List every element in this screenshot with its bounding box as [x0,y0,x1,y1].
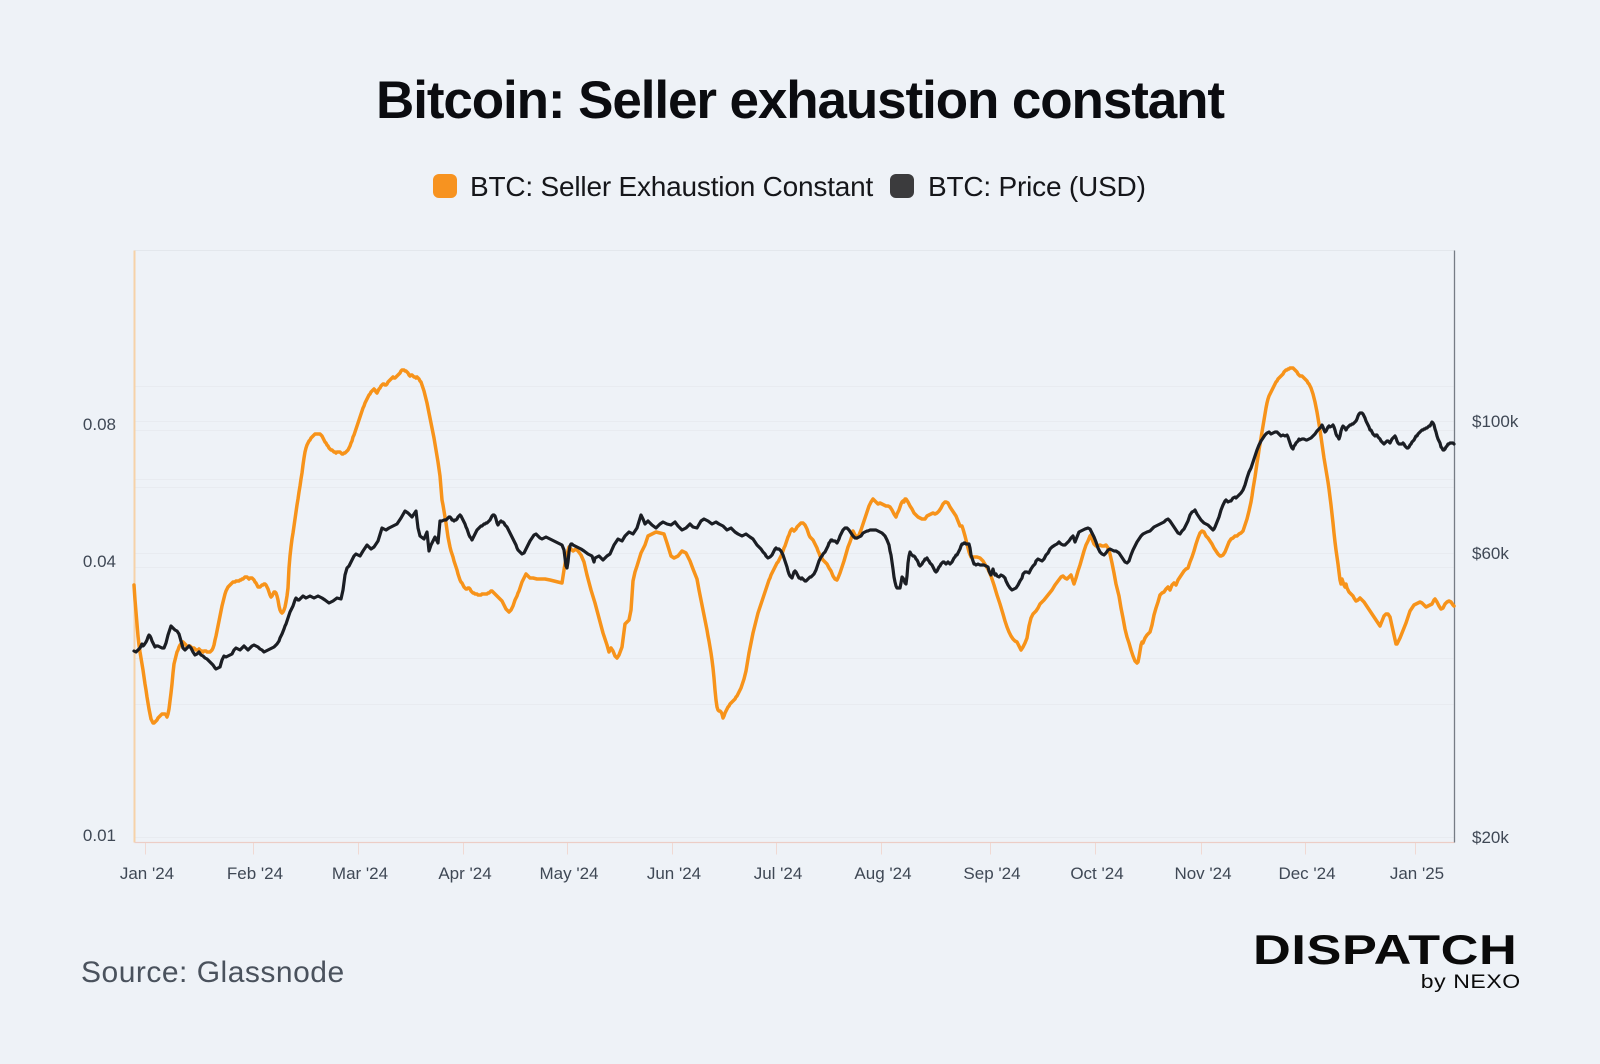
svg-text:$20k: $20k [1472,828,1509,847]
svg-text:Sep '24: Sep '24 [963,864,1020,883]
svg-text:Jan '24: Jan '24 [120,864,174,883]
svg-text:Jan '25: Jan '25 [1390,864,1444,883]
svg-text:Aug '24: Aug '24 [854,864,911,883]
svg-text:Jul '24: Jul '24 [754,864,803,883]
svg-text:0.01: 0.01 [83,826,116,845]
svg-text:Jun '24: Jun '24 [647,864,701,883]
svg-text:May '24: May '24 [540,864,599,883]
svg-text:Apr '24: Apr '24 [438,864,491,883]
svg-text:Nov '24: Nov '24 [1174,864,1231,883]
svg-text:$100k: $100k [1472,412,1519,431]
svg-text:Mar '24: Mar '24 [332,864,388,883]
svg-text:0.08: 0.08 [83,415,116,434]
svg-text:0.04: 0.04 [83,552,116,571]
svg-text:$60k: $60k [1472,544,1509,563]
svg-text:Dec '24: Dec '24 [1278,864,1335,883]
svg-text:Oct '24: Oct '24 [1070,864,1123,883]
svg-text:Feb '24: Feb '24 [227,864,283,883]
